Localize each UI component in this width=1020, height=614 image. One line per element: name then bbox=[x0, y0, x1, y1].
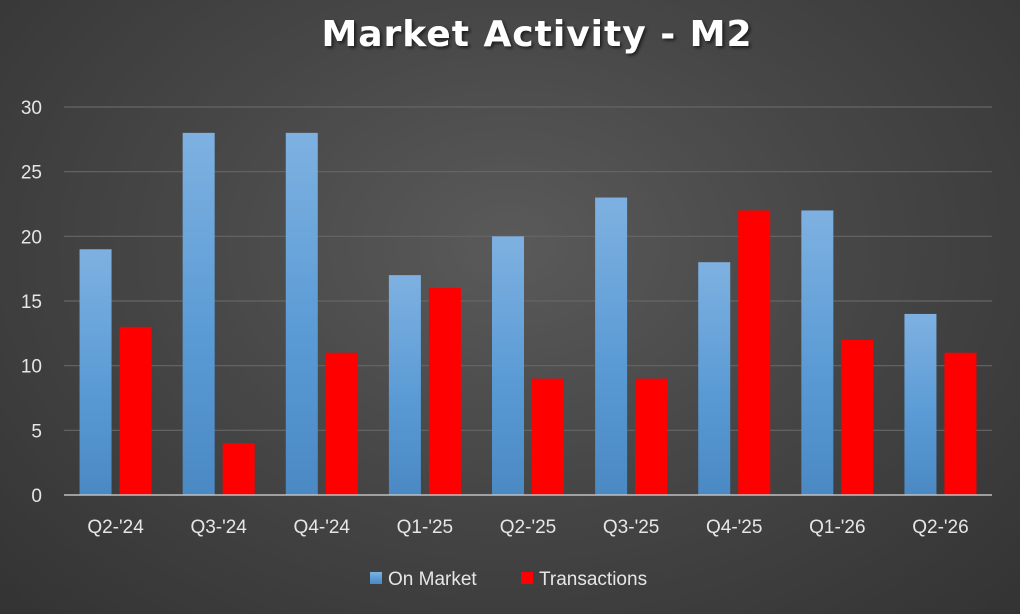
y-tick-label: 10 bbox=[21, 357, 42, 378]
bar-transactions bbox=[944, 352, 977, 495]
x-tick-label: Q4-'24 bbox=[294, 517, 351, 538]
legend-label: On Market bbox=[388, 569, 477, 590]
bar-on-market bbox=[285, 132, 318, 495]
bar-transactions bbox=[428, 288, 461, 495]
bar-transactions bbox=[635, 378, 668, 495]
axes: 0 5 10 15 20 25 30 Q2-'24 Q3-'24 Q4-'24 Q1-'25 Q2-'… bbox=[21, 98, 992, 538]
bar-transactions bbox=[532, 378, 564, 495]
bar-transactions bbox=[325, 352, 358, 495]
bar-on-market bbox=[904, 313, 937, 495]
gridlines bbox=[64, 106, 992, 431]
bar-on-market bbox=[698, 262, 731, 495]
chart-title: Market Activity - M2 bbox=[321, 14, 752, 55]
x-tick-label: Q1-'26 bbox=[809, 517, 865, 538]
bar-on-market bbox=[801, 210, 834, 495]
x-tick-label: Q3-'25 bbox=[603, 517, 659, 538]
legend: On Market Transactions bbox=[370, 569, 647, 590]
bar-on-market bbox=[388, 275, 421, 495]
x-tick-label: Q2-'26 bbox=[912, 517, 968, 538]
legend-swatch bbox=[370, 572, 382, 584]
bar-on-market bbox=[492, 236, 524, 496]
x-tick-label: Q2-'24 bbox=[87, 517, 144, 538]
bar-transactions bbox=[119, 326, 152, 495]
x-tick-label: Q4-'25 bbox=[706, 517, 762, 538]
bar-on-market bbox=[595, 197, 628, 496]
legend-swatch bbox=[521, 572, 533, 584]
x-tick-label: Q3-'24 bbox=[190, 517, 247, 538]
y-tick-label: 0 bbox=[31, 486, 42, 507]
legend-on-market: On Market bbox=[370, 569, 477, 590]
bar-on-market bbox=[79, 249, 112, 495]
y-tick-label: 5 bbox=[31, 421, 42, 442]
bar-transactions bbox=[222, 443, 255, 495]
y-tick-label: 25 bbox=[21, 163, 42, 184]
bar-on-market bbox=[182, 132, 215, 495]
legend-label: Transactions bbox=[539, 569, 647, 590]
bar-transactions bbox=[841, 339, 874, 495]
y-tick-label: 20 bbox=[21, 227, 42, 248]
x-tick-label: Q2-'25 bbox=[500, 517, 556, 538]
bars bbox=[79, 132, 977, 496]
x-tick-label: Q1-'25 bbox=[397, 517, 453, 538]
y-tick-label: 30 bbox=[21, 98, 42, 119]
bar-transactions bbox=[738, 210, 771, 495]
legend-transactions: Transactions bbox=[521, 569, 647, 590]
y-tick-label: 15 bbox=[21, 292, 42, 313]
